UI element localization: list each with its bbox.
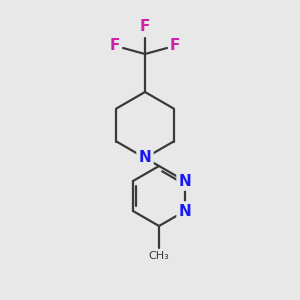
Text: N: N [139, 151, 152, 166]
Text: F: F [170, 38, 180, 53]
Text: N: N [178, 203, 191, 218]
Text: CH₃: CH₃ [148, 251, 170, 261]
Text: N: N [178, 173, 191, 188]
Text: F: F [110, 38, 120, 53]
Text: F: F [140, 19, 150, 34]
